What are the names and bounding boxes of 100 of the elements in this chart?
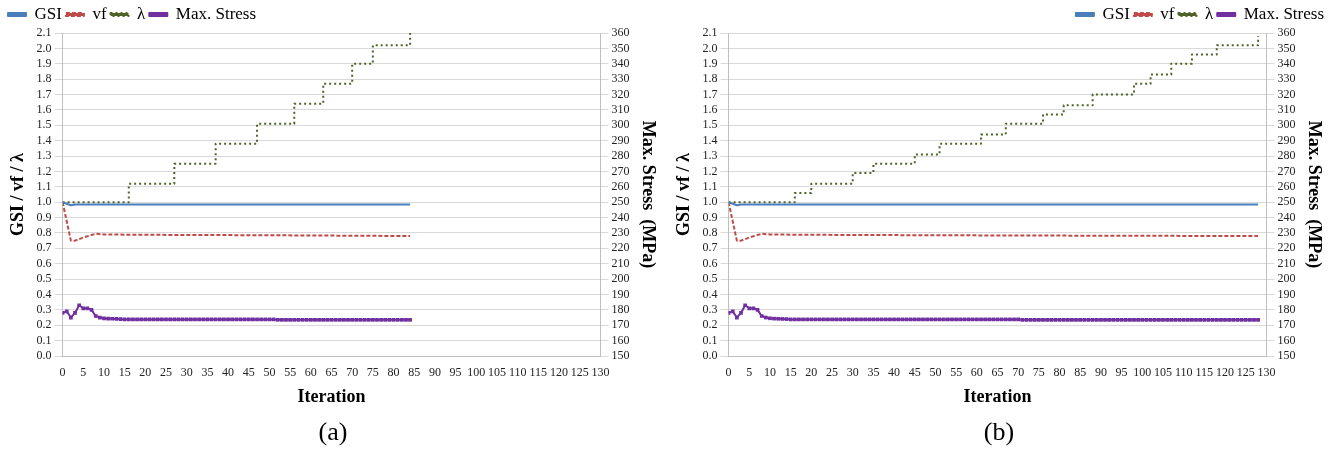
y2-tick-label: 300 [1277, 117, 1296, 132]
x-tick-label: 120 [550, 365, 569, 380]
y-tick-label: 0.4 [36, 286, 52, 301]
x-tick-label: 10 [97, 365, 110, 380]
y2-tick-label: 180 [1277, 302, 1296, 317]
y-tick-label: 1.1 [702, 178, 718, 193]
legend-label: λ [1204, 3, 1214, 23]
legend-label: λ [137, 3, 147, 23]
x-tick-label: 105 [1153, 365, 1172, 380]
y2-tick-label: 150 [611, 348, 630, 363]
y-tick-label: 0.1 [702, 332, 718, 347]
y2-tick-label: 240 [1277, 209, 1296, 224]
y-tick-label: 0.8 [702, 225, 718, 240]
y2-tick-label: 200 [1277, 271, 1296, 286]
y2-tick-label: 160 [1277, 332, 1296, 347]
y-tick-label: 0.7 [36, 240, 52, 255]
x-tick-label: 125 [1236, 365, 1255, 380]
y-tick-label: 1.4 [702, 132, 718, 147]
x-tick-label: 50 [929, 365, 942, 380]
line-series [728, 201, 1260, 242]
y2-tick-label: 270 [1277, 163, 1296, 178]
y-tick-label: 1.4 [36, 132, 52, 147]
y-tick-label: 0.6 [36, 255, 52, 270]
y-tick-label: 2.0 [36, 40, 52, 55]
x-tick-label: 95 [1115, 365, 1128, 380]
y-tick-label: 0.4 [702, 286, 718, 301]
x-tick-label: 130 [591, 365, 610, 380]
x-tick-label: 40 [222, 365, 235, 380]
y-tick-label: 2.1 [702, 25, 718, 40]
y-tick-label: 0.3 [36, 302, 52, 317]
legend-label: Max. Stress [1243, 3, 1324, 23]
y-tick-label: 1.2 [702, 163, 718, 178]
y-tick-label: 0.1 [36, 332, 52, 347]
y-tick-label: 1.9 [702, 55, 718, 70]
y-tick-label: 1.9 [36, 55, 52, 70]
y-tick-label: 1.8 [702, 71, 718, 86]
x-tick-label: 5 [746, 365, 753, 380]
y2-tick-label: 340 [1277, 55, 1296, 70]
x-axis-title: Iteration [297, 385, 366, 406]
y2-tick-label: 150 [1277, 348, 1296, 363]
y-tick-label: 2.0 [702, 40, 718, 55]
y2-tick-label: 350 [611, 40, 630, 55]
x-tick-label: 65 [325, 365, 338, 380]
y2-tick-label: 230 [611, 225, 630, 240]
y2-tick-label: 340 [611, 55, 630, 70]
x-tick-label: 115 [1195, 365, 1214, 380]
y2-tick-label: 360 [611, 25, 630, 40]
x-tick-label: 30 [846, 365, 859, 380]
x-tick-label: 115 [529, 365, 548, 380]
x-tick-label: 70 [1012, 365, 1025, 380]
x-tick-label: 5 [80, 365, 87, 380]
x-tick-label: 80 [387, 365, 400, 380]
x-tick-label: 120 [1216, 365, 1235, 380]
y-tick-label: 1.5 [36, 117, 52, 132]
y2-axis-title: Max. Stress (MPa) [637, 120, 659, 269]
y2-tick-label: 240 [611, 209, 630, 224]
x-tick-label: 15 [118, 365, 131, 380]
y2-tick-label: 220 [1277, 240, 1296, 255]
y-tick-label: 0.7 [702, 240, 718, 255]
y2-tick-label: 200 [611, 271, 630, 286]
y-tick-label: 1.8 [36, 71, 52, 86]
x-tick-label: 35 [867, 365, 880, 380]
legend-label: GSI [1102, 3, 1131, 23]
x-tick-label: 0 [59, 365, 66, 380]
x-tick-label: 85 [408, 365, 421, 380]
x-tick-label: 90 [428, 365, 441, 380]
y-tick-label: 1.3 [702, 148, 718, 163]
y-tick-label: 0.5 [702, 271, 718, 286]
x-tick-label: 70 [346, 365, 359, 380]
y2-tick-label: 170 [1277, 317, 1296, 332]
x-tick-label: 60 [970, 365, 983, 380]
y2-tick-label: 360 [1277, 25, 1296, 40]
x-tick-label: 125 [570, 365, 589, 380]
y-tick-label: 0.6 [702, 255, 718, 270]
legend-label: Max. Stress [175, 3, 257, 23]
text: (a) [317, 416, 349, 448]
y2-tick-label: 310 [1277, 102, 1296, 117]
y2-tick-label: 300 [611, 117, 630, 132]
y2-tick-label: 250 [611, 194, 630, 209]
x-tick-label: 45 [242, 365, 255, 380]
y2-tick-label: 330 [1277, 71, 1296, 86]
x-tick-label: 40 [888, 365, 901, 380]
legend-label: GSI [34, 3, 63, 23]
y2-tick-label: 330 [611, 71, 630, 86]
text: (b) [982, 416, 1016, 448]
y2-tick-label: 290 [1277, 132, 1296, 147]
y-tick-label: 0.9 [36, 209, 52, 224]
y-tick-label: 0.2 [702, 317, 718, 332]
x-tick-label: 90 [1094, 365, 1107, 380]
y-tick-label: 0.0 [702, 348, 718, 363]
y-tick-label: 1.5 [702, 117, 718, 132]
y2-tick-label: 350 [1277, 40, 1296, 55]
y-tick-label: 2.1 [36, 25, 52, 40]
y2-tick-label: 180 [611, 302, 630, 317]
y-tick-label: 1.0 [36, 194, 52, 209]
y-axis-title: GSI / vf / λ [7, 152, 28, 236]
x-tick-label: 100 [1133, 365, 1152, 380]
x-tick-label: 25 [160, 365, 173, 380]
x-tick-label: 105 [487, 365, 506, 380]
y2-tick-label: 190 [1277, 286, 1296, 301]
